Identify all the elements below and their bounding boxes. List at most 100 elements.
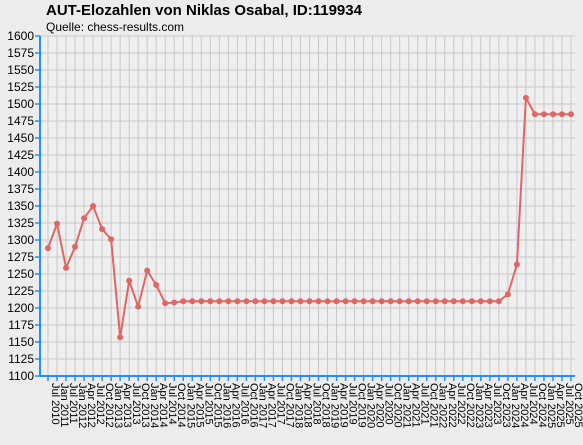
data-point [117,334,124,341]
x-tick-label: Jul 2018 [311,383,323,425]
x-tick-label: Oct 2012 [103,383,115,428]
data-point [279,298,286,305]
data-point [171,299,178,306]
x-tick-label: Jan 2011 [58,383,70,427]
x-tick-label: Jul 2019 [347,383,359,425]
data-point [405,298,412,305]
data-point [126,277,133,284]
x-tick-label: Oct 2025 [572,383,583,428]
y-tick-label: 1275 [7,250,34,264]
data-point [180,298,187,305]
y-tick-label: 1425 [7,148,34,162]
x-tick-label: Jul 2023 [491,383,503,425]
chart-title: AUT-Elozahlen von Niklas Osabal, ID:1199… [46,2,362,19]
y-tick-label: 1175 [8,318,34,332]
y-tick-label: 1375 [7,182,34,196]
x-tick-label: Jan 2018 [292,383,304,428]
x-tick-label: Jul 2024 [527,383,539,425]
x-tick-label: Apr 2016 [229,383,241,428]
x-tick-label: Apr 2025 [554,383,566,428]
data-point [378,298,385,305]
x-tick-label: Oct 2016 [247,383,259,428]
x-tick-label: Apr 2012 [85,383,97,428]
x-tick-label: Jan 2022 [437,383,449,428]
x-tick-label: Jan 2019 [329,383,341,428]
data-point [360,298,367,305]
data-point [441,298,448,305]
x-tick-label: Jul 2011 [67,383,79,424]
data-point [531,111,538,118]
y-tick-label: 1525 [7,80,34,94]
x-tick-label: Jul 2020 [383,383,395,425]
x-tick-label: Oct 2019 [356,383,368,428]
x-tick-label: Oct 2020 [392,383,404,428]
data-point [81,215,88,222]
data-point [342,298,349,305]
y-tick-label: 1200 [7,301,34,315]
data-point [162,300,169,307]
data-point [351,298,358,305]
x-tick-label: Jan 2017 [256,383,268,428]
x-tick-label: Oct 2022 [464,383,476,428]
data-point [414,298,421,305]
data-point [108,236,115,243]
data-point [189,298,196,305]
data-point [207,298,214,305]
x-tick-label: Jul 2013 [130,383,142,425]
x-tick-label: Jan 2023 [473,383,485,428]
x-tick-label: Apr 2019 [338,383,350,428]
x-tick-label: Jan 2015 [184,383,196,428]
x-tick-label: Jul 2014 [166,383,178,425]
data-point [396,298,403,305]
x-tick-label: Jan 2013 [112,383,124,428]
data-point [306,298,313,305]
y-tick-label: 1100 [8,369,34,383]
x-tick-label: Apr 2013 [121,383,133,428]
y-tick-label: 1150 [8,335,34,349]
y-tick-label: 1475 [7,114,34,128]
y-tick-label: 1250 [7,267,34,281]
y-tick-label: 1500 [7,97,34,111]
x-tick-label: Jan 2016 [220,383,232,428]
x-tick-label: Oct 2018 [320,383,332,428]
x-tick-label: Oct 2015 [211,383,223,428]
data-point [450,298,457,305]
x-tick-label: Jan 2020 [365,383,377,428]
x-tick-label: Apr 2017 [265,383,277,428]
data-point [459,298,466,305]
y-tick-label: 1575 [7,46,34,60]
x-tick-label: Apr 2021 [410,383,422,428]
x-tick-label: Oct 2017 [283,383,295,428]
y-tick-label: 1325 [7,216,34,230]
data-point [198,298,205,305]
data-point [99,226,106,233]
chart-subtitle: Quelle: chess-results.com [46,20,185,34]
data-point [144,267,151,274]
x-tick-label: Jan 2012 [76,383,88,428]
x-tick-label: Apr 2022 [446,383,458,428]
data-point [522,94,529,101]
data-point [486,298,493,305]
data-point [243,298,250,305]
data-point [270,298,277,305]
data-point [495,298,502,305]
x-tick-label: Jul 2010 [49,383,61,425]
x-tick-label: Jan 2024 [509,383,521,428]
x-tick-label: Oct 2023 [500,383,512,428]
y-tick-label: 1550 [7,63,34,77]
data-point [261,298,268,305]
data-point [63,264,70,271]
data-point [72,243,79,250]
x-tick-label: Oct 2024 [536,383,548,428]
x-tick-label: Jul 2015 [202,383,214,425]
x-tick-label: Apr 2014 [157,383,169,428]
data-point [54,220,61,227]
x-tick-label: Jan 2014 [148,383,160,428]
x-tick-label: Oct 2013 [139,383,151,428]
data-point [369,298,376,305]
data-point [549,111,556,118]
x-tick-label: Apr 2018 [301,383,313,428]
x-tick-label: Jul 2016 [238,383,250,425]
data-point [315,298,322,305]
